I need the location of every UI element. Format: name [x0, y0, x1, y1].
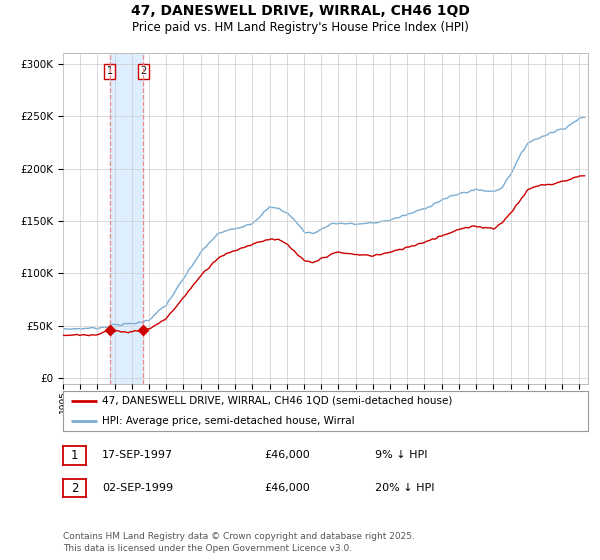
Text: 1: 1: [107, 66, 113, 76]
Text: £46,000: £46,000: [264, 450, 310, 460]
Text: £46,000: £46,000: [264, 483, 310, 493]
Text: 9% ↓ HPI: 9% ↓ HPI: [375, 450, 427, 460]
Text: 47, DANESWELL DRIVE, WIRRAL, CH46 1QD (semi-detached house): 47, DANESWELL DRIVE, WIRRAL, CH46 1QD (s…: [103, 396, 453, 406]
Text: 20% ↓ HPI: 20% ↓ HPI: [375, 483, 434, 493]
Bar: [110, 53, 143, 384]
Text: 17-SEP-1997: 17-SEP-1997: [102, 450, 173, 460]
Text: HPI: Average price, semi-detached house, Wirral: HPI: Average price, semi-detached house,…: [103, 416, 355, 426]
Text: 2: 2: [140, 66, 146, 76]
Text: 2: 2: [71, 482, 78, 494]
Text: Contains HM Land Registry data © Crown copyright and database right 2025.
This d: Contains HM Land Registry data © Crown c…: [63, 533, 415, 553]
Text: 02-SEP-1999: 02-SEP-1999: [102, 483, 173, 493]
Text: 1: 1: [71, 449, 78, 462]
Text: Price paid vs. HM Land Registry's House Price Index (HPI): Price paid vs. HM Land Registry's House …: [131, 21, 469, 34]
Text: 47, DANESWELL DRIVE, WIRRAL, CH46 1QD: 47, DANESWELL DRIVE, WIRRAL, CH46 1QD: [131, 4, 469, 18]
